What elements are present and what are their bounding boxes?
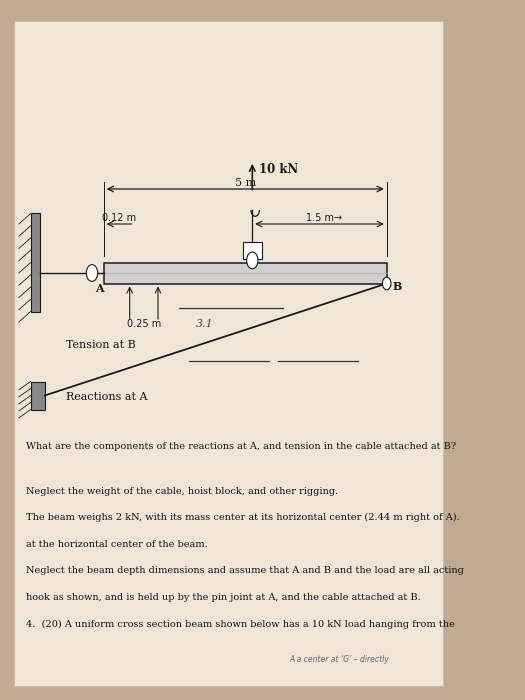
Text: 0.5 m: 0.5 m xyxy=(137,270,165,279)
Circle shape xyxy=(247,252,258,269)
Text: 25°: 25° xyxy=(356,263,373,273)
Text: What are the components of the reactions at A, and tension in the cable attached: What are the components of the reactions… xyxy=(26,442,456,452)
Text: The beam weighs 2 kN, with its mass center at its horizontal center (2.44 m righ: The beam weighs 2 kN, with its mass cent… xyxy=(26,513,460,522)
Text: 0.12 m: 0.12 m xyxy=(102,214,136,223)
Text: 10 kN: 10 kN xyxy=(259,163,299,176)
Bar xyxy=(30,214,40,312)
Text: 1.5 m→: 1.5 m→ xyxy=(306,214,342,223)
Text: at the horizontal center of the beam.: at the horizontal center of the beam. xyxy=(26,540,208,549)
Text: Tension at B: Tension at B xyxy=(66,340,136,349)
Text: A: A xyxy=(94,283,103,294)
Text: Neglect the weight of the cable, hoist block, and other rigging.: Neglect the weight of the cable, hoist b… xyxy=(26,486,338,496)
Text: 5 m: 5 m xyxy=(235,178,256,188)
FancyBboxPatch shape xyxy=(14,21,443,686)
Circle shape xyxy=(86,265,98,281)
Text: 3.1: 3.1 xyxy=(196,319,214,329)
Text: 0.25 m: 0.25 m xyxy=(127,319,161,329)
Bar xyxy=(30,382,45,409)
Bar xyxy=(243,241,262,259)
Text: Neglect the beam depth dimensions and assume that A and B and the load are all a: Neglect the beam depth dimensions and as… xyxy=(26,566,464,575)
Bar xyxy=(104,262,387,284)
Text: 4.  (20) A uniform cross section beam shown below has a 10 kN load hanging from : 4. (20) A uniform cross section beam sho… xyxy=(26,620,455,629)
Text: Reactions at A: Reactions at A xyxy=(66,392,148,402)
Text: hook as shown, and is held up by the pin joint at A, and the cable attached at B: hook as shown, and is held up by the pin… xyxy=(26,593,421,602)
Circle shape xyxy=(383,277,391,290)
Text: B: B xyxy=(392,281,402,293)
Text: A a center at ‘G’ – directly: A a center at ‘G’ – directly xyxy=(290,654,390,664)
